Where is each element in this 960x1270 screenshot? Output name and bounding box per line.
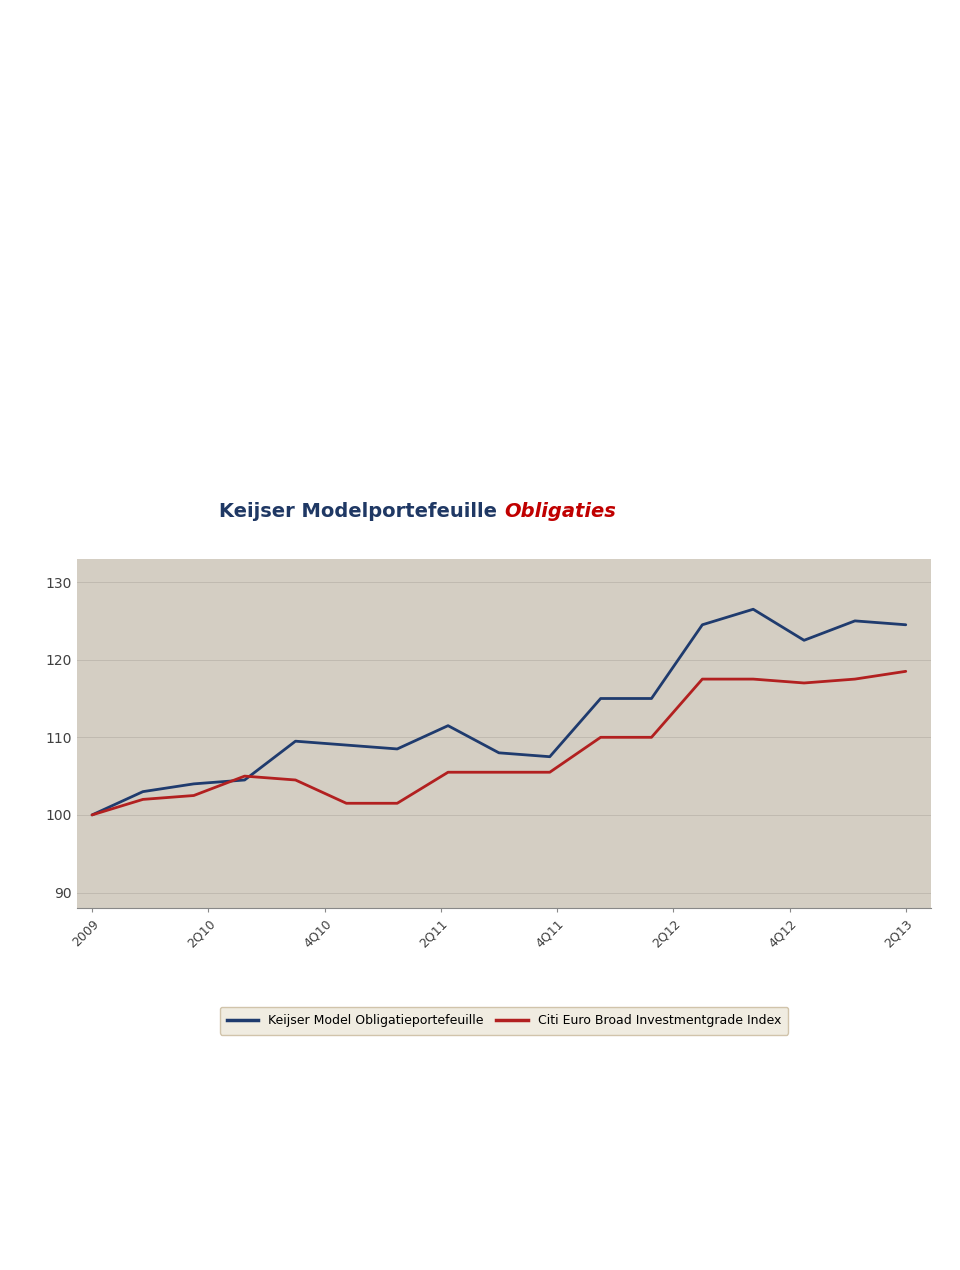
- Legend: Keijser Model Obligatieportefeuille, Citi Euro Broad Investmentgrade Index: Keijser Model Obligatieportefeuille, Cit…: [220, 1007, 788, 1035]
- Text: Obligaties: Obligaties: [504, 502, 616, 521]
- Text: Keijser Modelportefeuille: Keijser Modelportefeuille: [219, 502, 504, 521]
